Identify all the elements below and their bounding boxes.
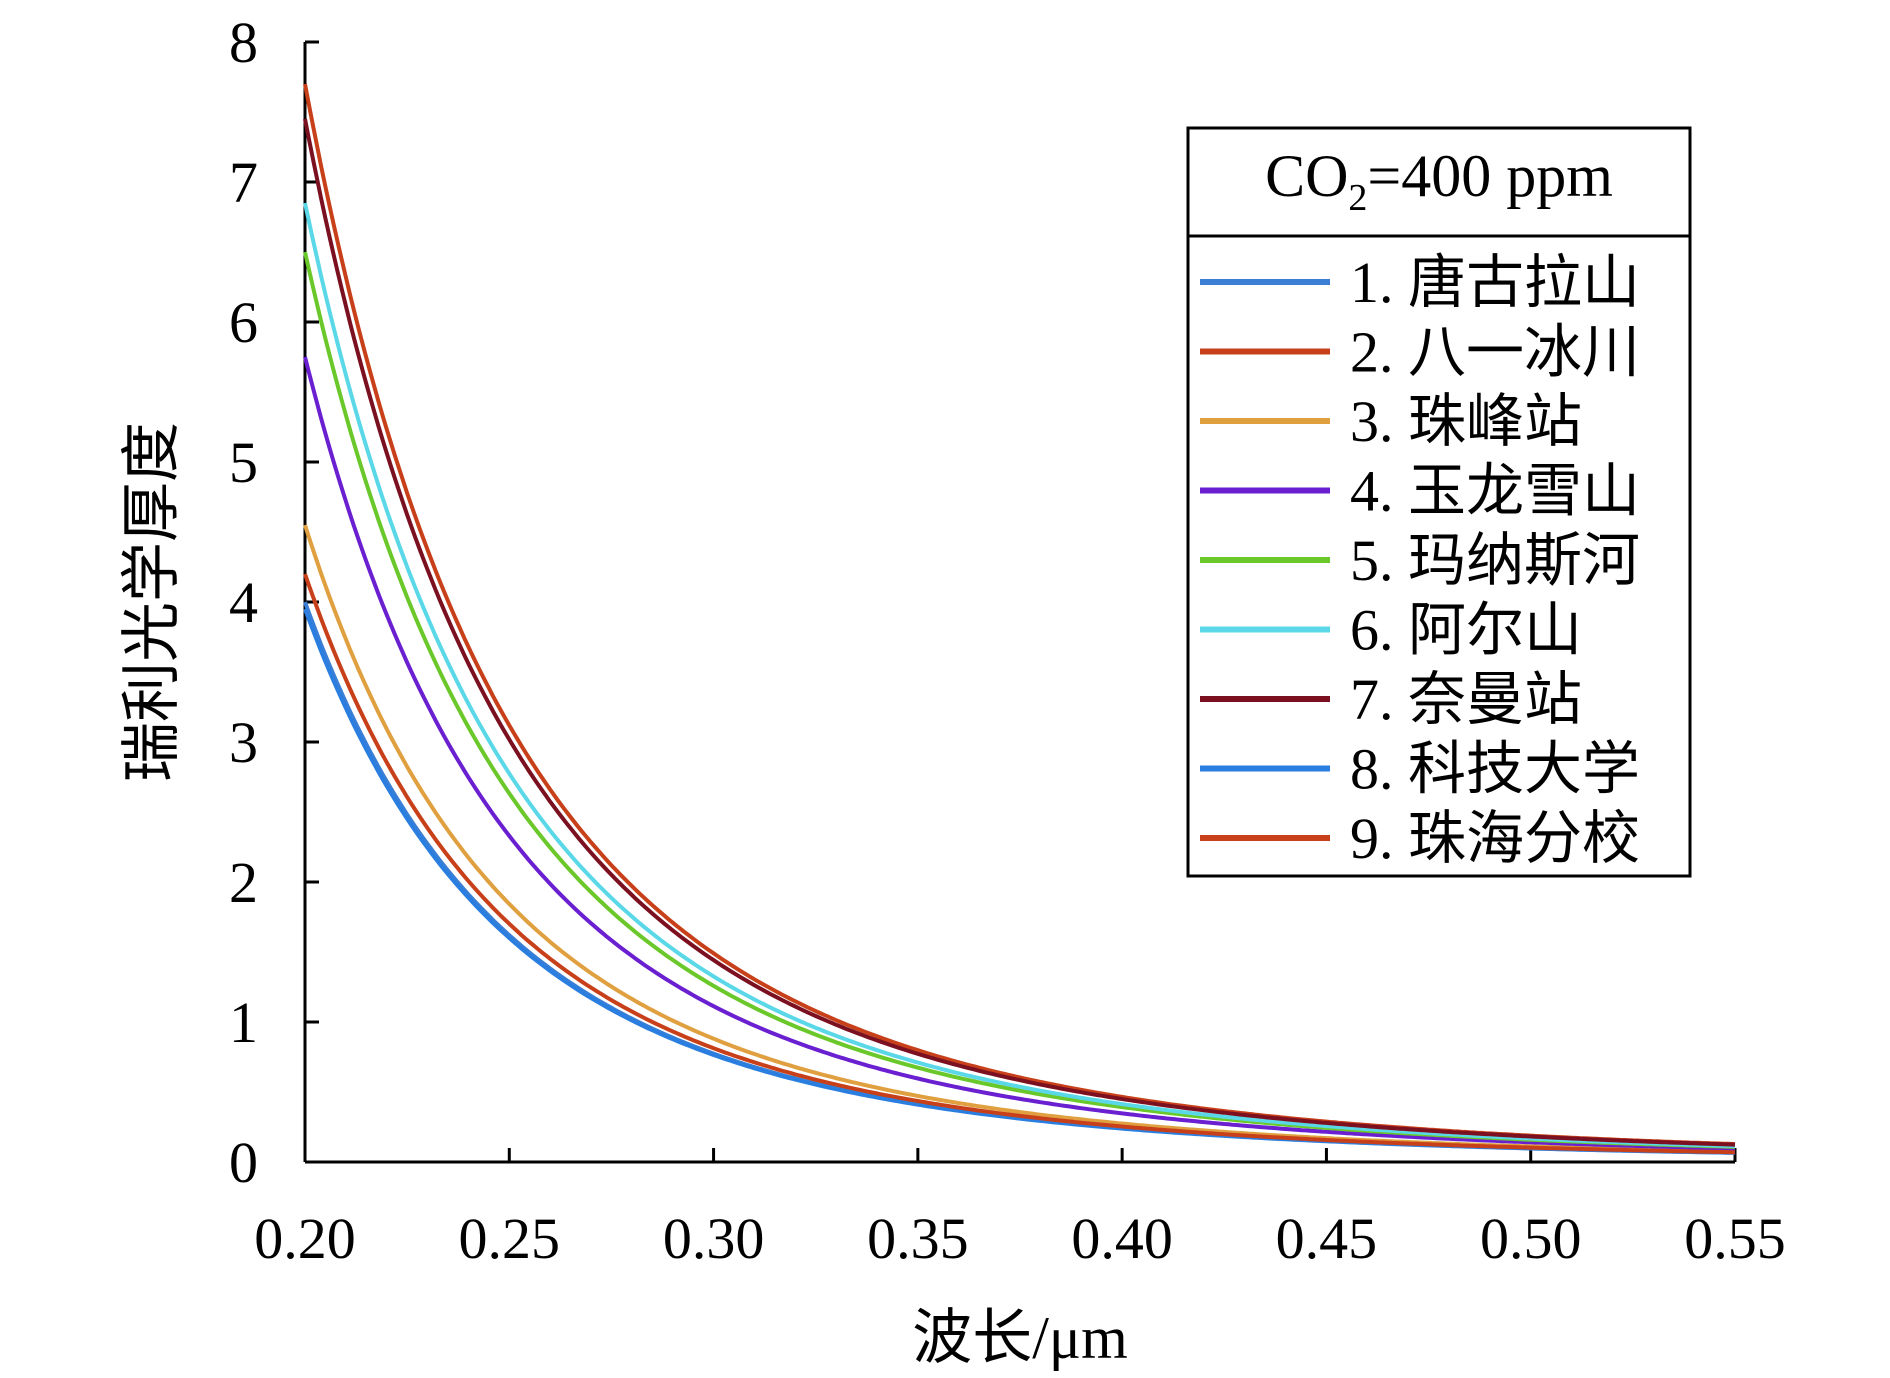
series-line-9 bbox=[303, 573, 1735, 1155]
x-tick-label-0.45: 0.45 bbox=[1276, 1206, 1378, 1271]
series-lines-group bbox=[303, 83, 1736, 1155]
legend-title-rest: =400 ppm bbox=[1367, 143, 1613, 209]
legend-title-main: CO bbox=[1265, 143, 1348, 209]
legend-label-6: 6. 阿尔山 bbox=[1350, 598, 1582, 663]
legend-label-8: 8. 科技大学 bbox=[1350, 737, 1640, 802]
y-tick-label-6: 6 bbox=[229, 290, 258, 355]
legend-title-subscript: 2 bbox=[1348, 177, 1367, 219]
legend-label-7: 7. 奈曼站 bbox=[1350, 667, 1582, 732]
legend-label-4: 4. 玉龙雪山 bbox=[1350, 459, 1640, 524]
y-tick-label-4: 4 bbox=[229, 570, 258, 635]
x-tick-label-0.25: 0.25 bbox=[459, 1206, 561, 1271]
x-tick-label-0.55: 0.55 bbox=[1684, 1206, 1786, 1271]
x-tick-label-0.50: 0.50 bbox=[1480, 1206, 1582, 1271]
y-tick-label-2: 2 bbox=[229, 850, 258, 915]
x-tick-label-0.30: 0.30 bbox=[663, 1206, 765, 1271]
legend-label-9: 9. 珠海分校 bbox=[1350, 806, 1640, 871]
x-tick-label-0.35: 0.35 bbox=[867, 1206, 969, 1271]
legend-label-5: 5. 玛纳斯河 bbox=[1350, 528, 1640, 593]
legend-box bbox=[1186, 126, 1692, 878]
x-tick-label-0.20: 0.20 bbox=[254, 1206, 356, 1271]
series-line-4 bbox=[303, 356, 1736, 1151]
y-tick-label-0: 0 bbox=[229, 1130, 258, 1195]
legend-label-3: 3. 珠峰站 bbox=[1350, 389, 1582, 454]
y-tick-label-1: 1 bbox=[229, 990, 258, 1055]
x-tick-label-0.40: 0.40 bbox=[1071, 1206, 1173, 1271]
legend-label-2: 2. 八一冰川 bbox=[1350, 320, 1640, 385]
x-axis-title: 波长/μm bbox=[912, 1305, 1128, 1371]
series-line-7 bbox=[303, 118, 1736, 1147]
y-axis-title: 瑞利光学厚度 bbox=[119, 422, 185, 782]
y-tick-label-3: 3 bbox=[229, 710, 258, 775]
series-line-6 bbox=[303, 202, 1736, 1149]
y-tick-label-7: 7 bbox=[229, 150, 258, 215]
y-ticks-group: 0 1 2 3 4 5 6 7 8 bbox=[229, 10, 319, 1195]
x-ticks-group: 0.20 0.25 0.30 0.35 0.40 0.45 0.50 0.55 bbox=[254, 1148, 1786, 1271]
legend-label-1: 1. 唐古拉山 bbox=[1350, 250, 1640, 315]
y-tick-label-8: 8 bbox=[229, 10, 258, 75]
legend-title: CO2=400 ppm bbox=[1265, 143, 1613, 219]
y-tick-label-5: 5 bbox=[229, 430, 258, 495]
